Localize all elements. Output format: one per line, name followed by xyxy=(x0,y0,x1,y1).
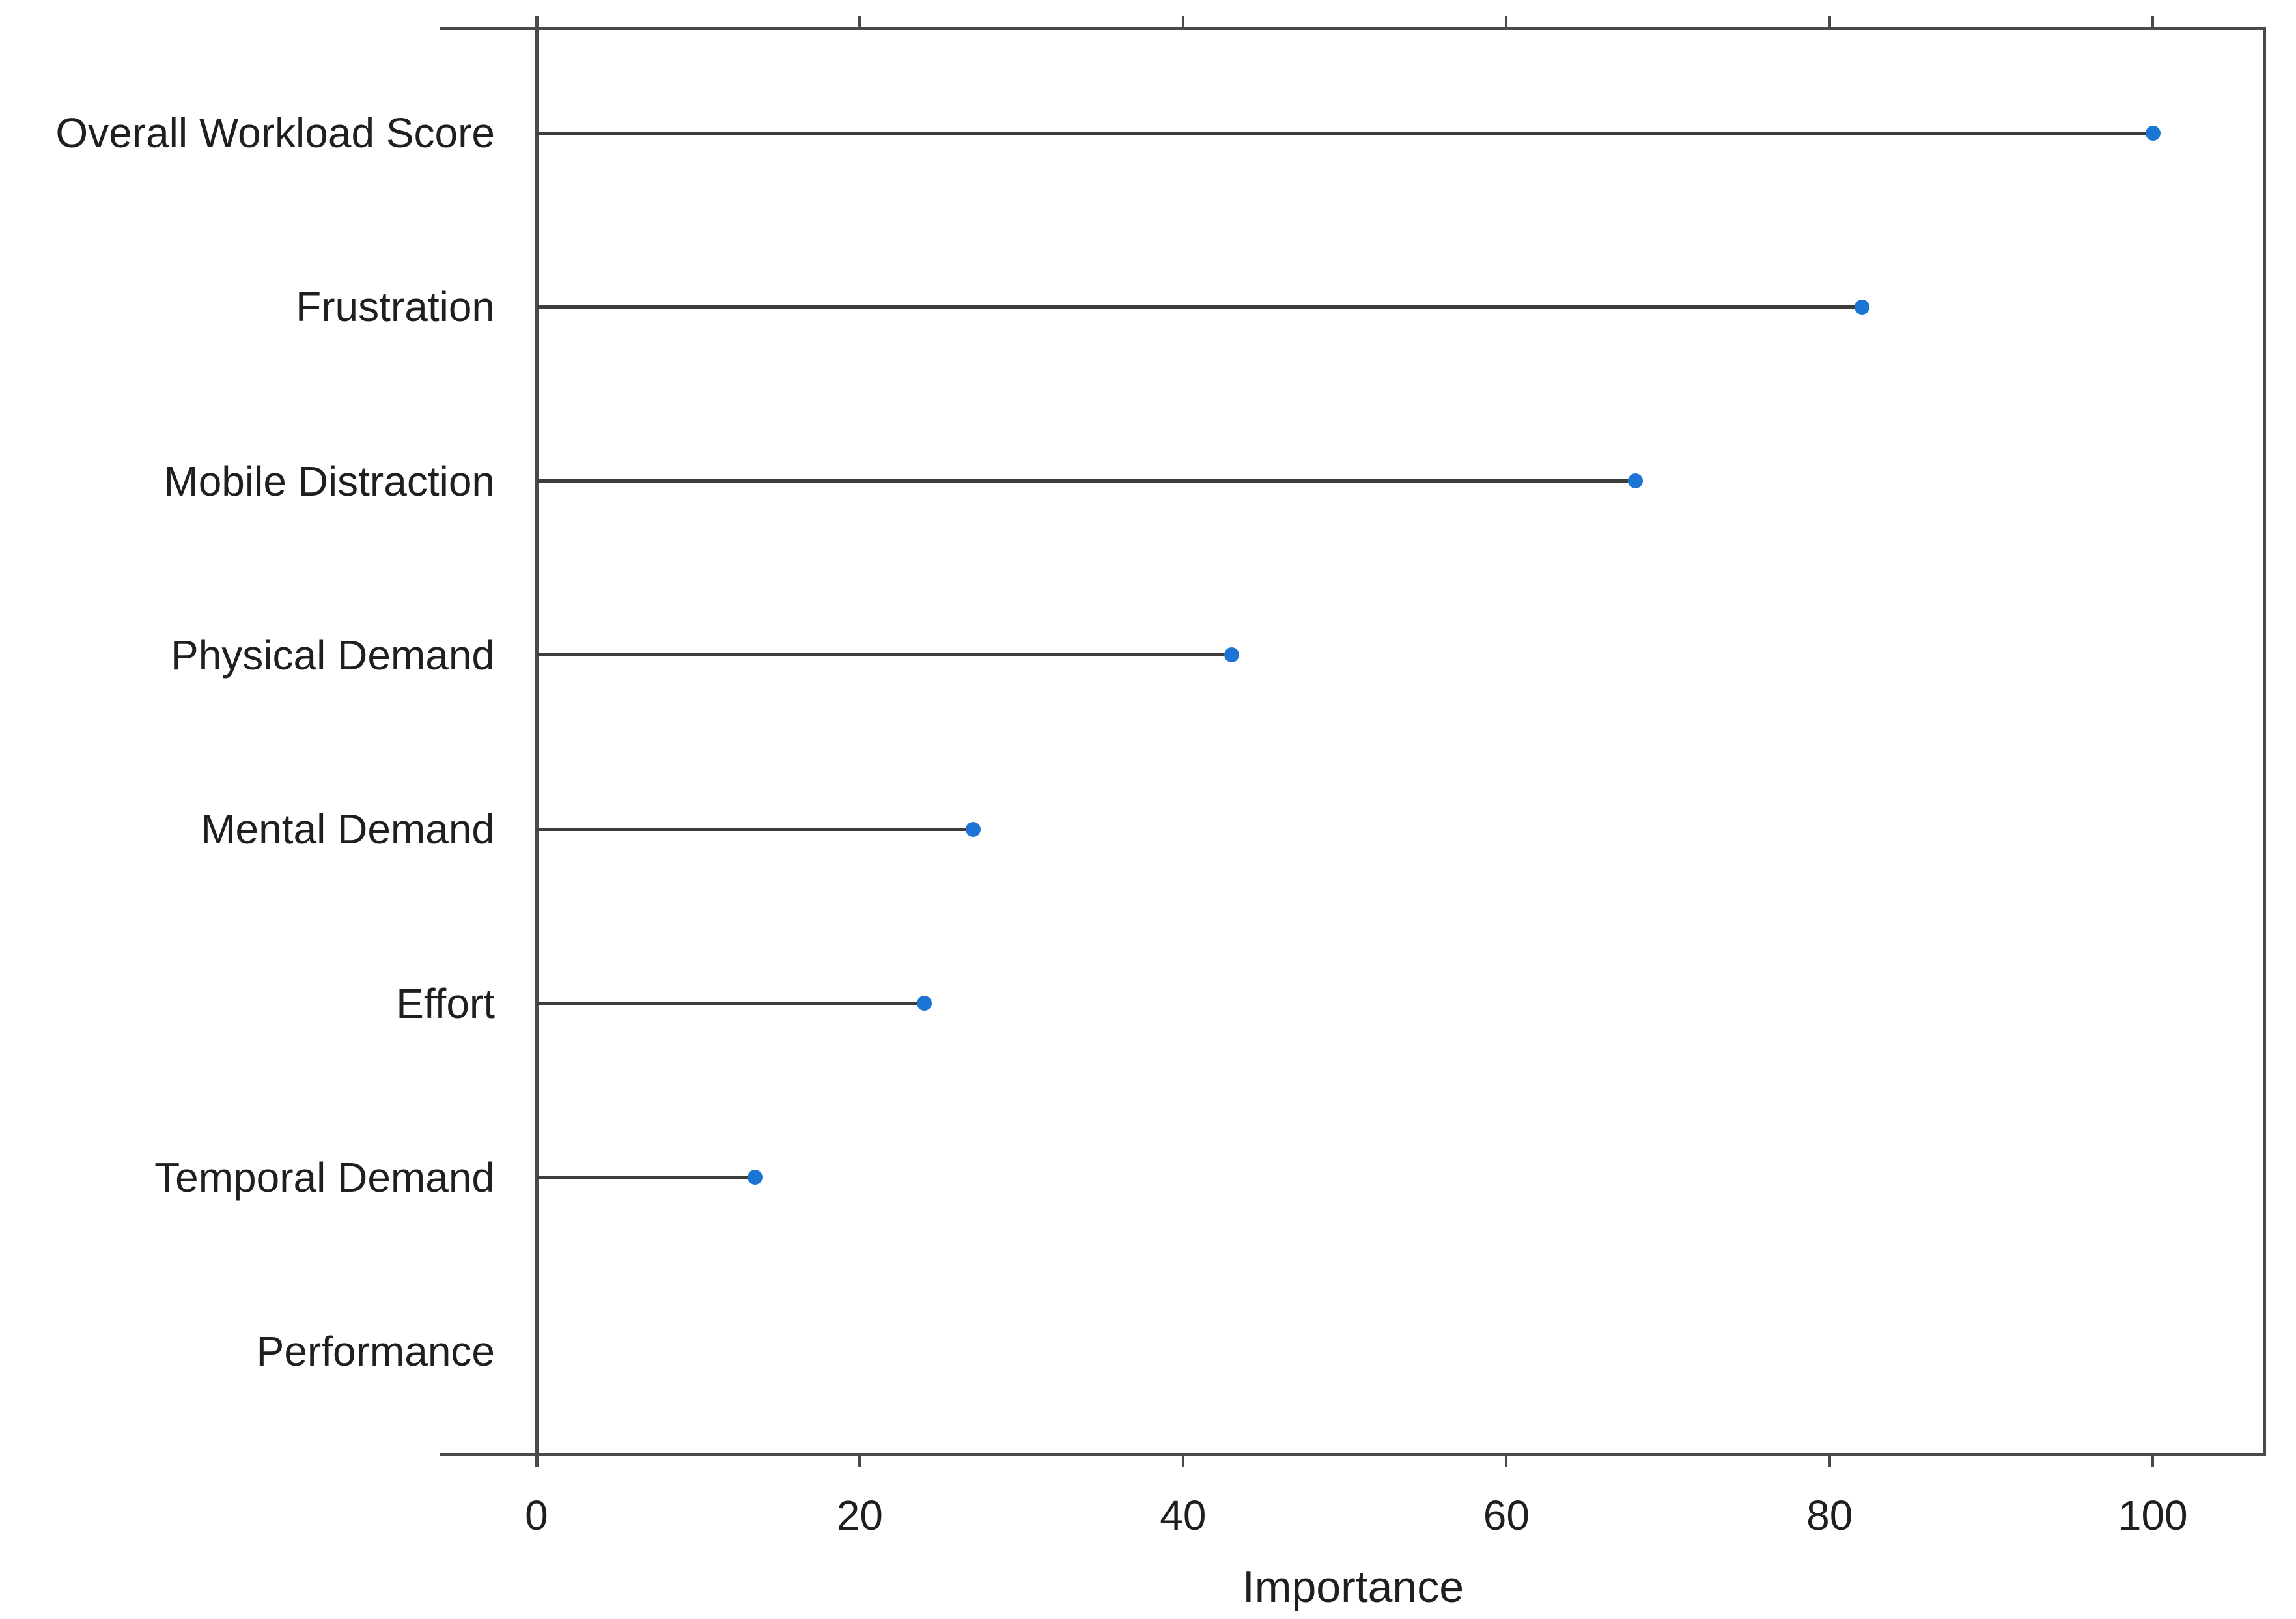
y-category-label: Physical Demand xyxy=(171,631,495,679)
y-category-label: Temporal Demand xyxy=(154,1153,495,1201)
y-category-label: Effort xyxy=(396,979,495,1027)
stem-line xyxy=(536,131,2153,135)
x-axis-tick-bottom xyxy=(535,1454,538,1467)
x-tick-label: 100 xyxy=(2118,1492,2188,1539)
stem-line xyxy=(536,653,1232,657)
x-tick-label: 60 xyxy=(1483,1492,1530,1539)
x-tick-label: 0 xyxy=(525,1492,548,1539)
data-point-marker xyxy=(747,1170,763,1185)
x-axis-tick-top xyxy=(1828,16,1831,29)
x-axis-tick-bottom xyxy=(2151,1454,2155,1467)
x-axis-tick-top xyxy=(1505,16,1508,29)
right-axis-spine xyxy=(2263,29,2266,1454)
x-axis-tick-bottom xyxy=(1828,1454,1831,1467)
stem-line xyxy=(536,827,973,831)
x-axis-title: Importance xyxy=(1242,1562,1464,1612)
data-point-marker xyxy=(917,996,932,1011)
x-axis-tick-bottom xyxy=(858,1454,861,1467)
stem-line xyxy=(536,1002,925,1005)
zero-baseline xyxy=(535,16,539,1467)
data-point-marker xyxy=(1854,299,1869,315)
x-tick-label: 40 xyxy=(1160,1492,1207,1539)
x-tick-label: 80 xyxy=(1806,1492,1853,1539)
x-axis-tick-bottom xyxy=(1505,1454,1508,1467)
stem-line xyxy=(536,1176,755,1179)
stem-line xyxy=(536,479,1636,483)
x-axis-tick-top xyxy=(1181,16,1184,29)
y-category-label: Mental Demand xyxy=(201,806,495,853)
y-category-label: Overall Workload Score xyxy=(55,109,495,156)
data-point-marker xyxy=(1628,473,1644,489)
x-axis-tick-bottom xyxy=(1181,1454,1184,1467)
y-category-label: Frustration xyxy=(296,283,495,331)
y-category-label: Performance xyxy=(256,1328,495,1375)
stem-line xyxy=(536,305,1862,309)
top-axis-spine xyxy=(440,27,2266,30)
y-category-label: Mobile Distraction xyxy=(163,457,495,505)
data-point-marker xyxy=(965,821,981,837)
x-axis-tick-top xyxy=(2151,16,2155,29)
x-axis-tick-top xyxy=(535,16,538,29)
data-point-marker xyxy=(1224,647,1239,663)
x-tick-label: 20 xyxy=(836,1492,883,1539)
data-point-marker xyxy=(2145,125,2161,141)
x-axis-tick-top xyxy=(858,16,861,29)
bottom-axis-spine xyxy=(440,1453,2266,1456)
